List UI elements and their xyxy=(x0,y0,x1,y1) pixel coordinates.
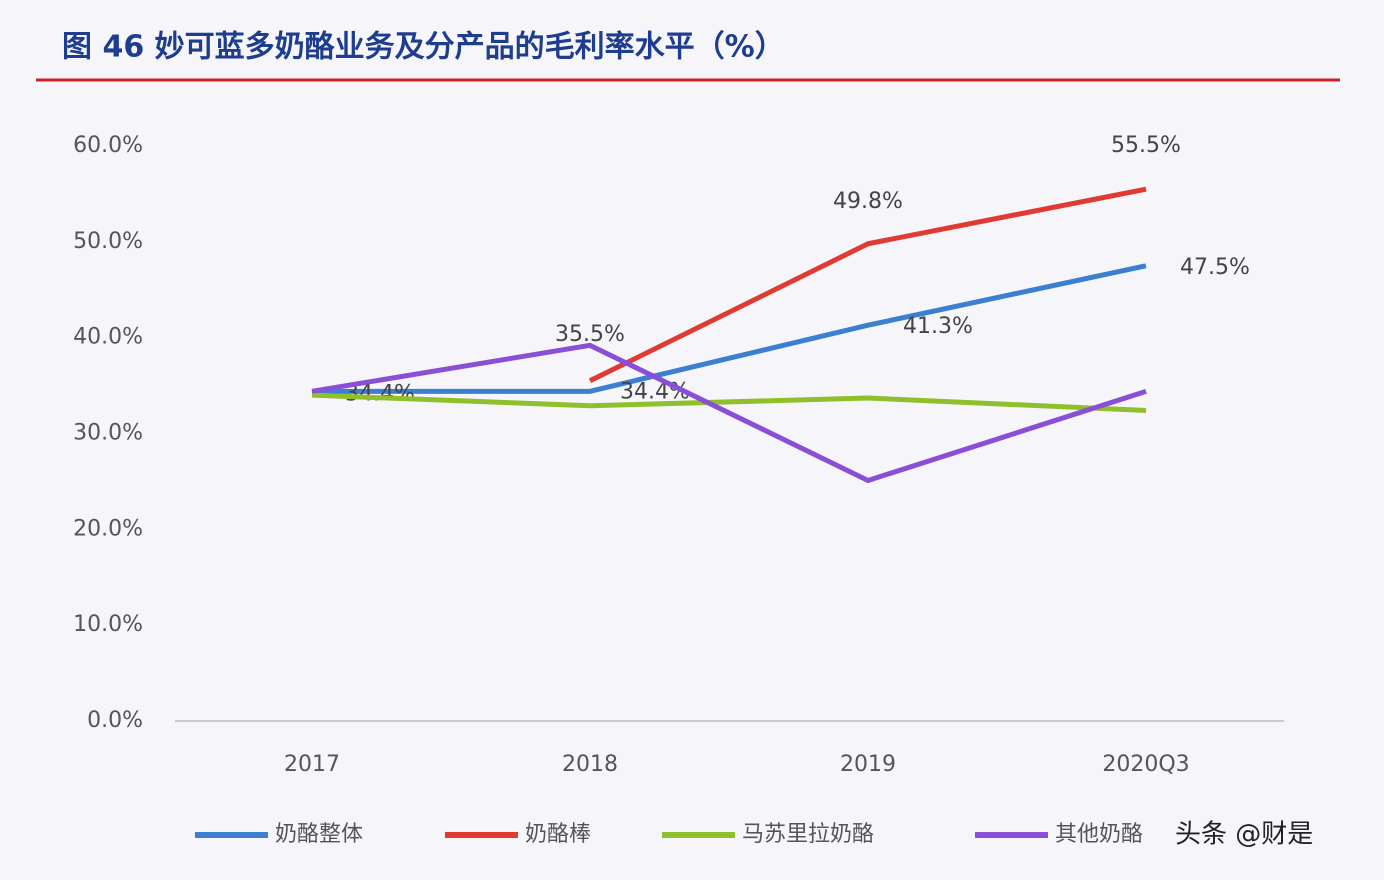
watermark: 头条 @财是 xyxy=(1175,820,1313,850)
y-tick-label: 20.0% xyxy=(73,516,143,541)
value-label: 49.8% xyxy=(833,189,903,214)
value-label: 47.5% xyxy=(1180,255,1250,280)
y-tick-label: 10.0% xyxy=(73,612,143,637)
series-line xyxy=(311,392,1147,413)
legend-label: 马苏里拉奶酪 xyxy=(742,822,874,847)
x-tick-label: 2019 xyxy=(840,752,896,777)
value-label: 34.4% xyxy=(620,379,690,404)
y-tick-label: 40.0% xyxy=(73,325,143,350)
y-tick-label: 50.0% xyxy=(73,229,143,254)
y-tick-label: 0.0% xyxy=(87,708,143,733)
y-tick-label: 30.0% xyxy=(73,421,143,446)
legend-label: 其他奶酪 xyxy=(1055,822,1143,847)
chart-title: 图 46 妙可蓝多奶酪业务及分产品的毛利率水平（%） xyxy=(62,30,785,65)
series-line xyxy=(312,263,1147,394)
legend-label: 奶酪整体 xyxy=(275,822,363,847)
x-tick-label: 2020Q3 xyxy=(1102,752,1189,777)
series-line xyxy=(588,186,1147,384)
value-label: 41.3% xyxy=(903,314,973,339)
value-label: 55.5% xyxy=(1111,133,1181,158)
x-tick-label: 2017 xyxy=(284,752,340,777)
series-line xyxy=(311,342,1147,483)
x-tick-label: 2018 xyxy=(562,752,618,777)
legend-label: 奶酪棒 xyxy=(525,822,591,847)
y-tick-label: 60.0% xyxy=(73,133,143,158)
value-label: 35.5% xyxy=(555,322,625,347)
